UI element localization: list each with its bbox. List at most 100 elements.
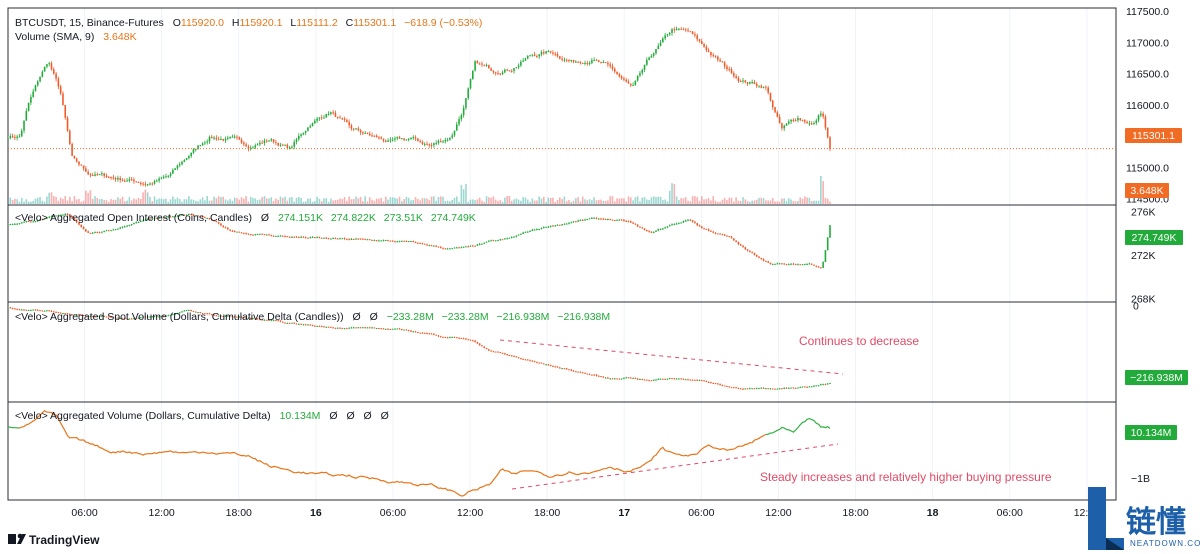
- price-candle: [14, 136, 16, 138]
- volume-bar: [728, 197, 731, 204]
- oi-candle: [668, 225, 671, 227]
- spot-candle: [778, 388, 781, 390]
- volume-bar: [710, 200, 712, 204]
- oi-candle: [607, 219, 609, 221]
- price-candle: [281, 144, 284, 146]
- spot-candle: [254, 318, 257, 320]
- spot-value-high: −233.28M: [442, 311, 489, 323]
- grid-lines: [84, 8, 1088, 500]
- volume-delta-axis[interactable]: −1B: [1131, 473, 1150, 485]
- volume-bar: [421, 198, 424, 204]
- price-candle: [107, 177, 110, 179]
- price-candle: [703, 43, 705, 47]
- price-candle: [490, 68, 492, 71]
- oi-candle: [625, 221, 628, 223]
- price-candle: [410, 137, 412, 140]
- spot-candle: [293, 322, 296, 324]
- price-candle: [16, 136, 18, 138]
- spot-candle: [648, 380, 650, 382]
- oi-candle: [737, 241, 740, 245]
- oi-candle: [787, 264, 790, 266]
- volume-bar: [87, 192, 89, 204]
- oi-candle: [62, 214, 64, 216]
- spot-candle: [691, 379, 694, 381]
- oi-candle: [490, 240, 492, 242]
- price-axis[interactable]: 117500.0117000.0116500.0116000.0115500.0…: [1126, 6, 1169, 206]
- volume-bar: [39, 196, 41, 204]
- volume-bar: [181, 201, 183, 204]
- volume-bar: [197, 201, 199, 204]
- oi-candle: [314, 237, 316, 239]
- oi-candle: [659, 229, 662, 231]
- spot-candle: [75, 314, 78, 316]
- oi-candle: [87, 231, 89, 233]
- oi-candle: [382, 240, 385, 242]
- spot-candle: [57, 312, 60, 314]
- oi-candle: [243, 233, 245, 235]
- spot-candle: [476, 342, 479, 344]
- last-price-badge: 115301.1: [1125, 128, 1182, 143]
- price-candle: [824, 116, 827, 128]
- volume-bar: [385, 196, 387, 204]
- spot-candle: [449, 337, 451, 339]
- spot-candle: [16, 309, 18, 311]
- volume-bar: [488, 197, 490, 204]
- spot-candle: [169, 314, 172, 316]
- price-candle: [220, 139, 222, 141]
- volume-bar: [618, 198, 621, 204]
- spot-candle: [627, 377, 630, 379]
- spot-candle: [458, 337, 460, 339]
- price-candle: [380, 137, 383, 139]
- oi-candle: [531, 229, 534, 231]
- spot-candle: [749, 388, 751, 390]
- spot-value-close: −216.938M: [557, 311, 610, 323]
- oi-candle: [46, 217, 48, 219]
- volume-bar: [156, 199, 158, 204]
- oi-candle: [753, 253, 756, 255]
- volume-bar: [717, 201, 719, 204]
- oi-candle: [513, 236, 515, 238]
- spot-candle: [668, 378, 671, 380]
- spot-delta-candles: [8, 306, 831, 390]
- tradingview-logo[interactable]: TradingView: [8, 533, 100, 547]
- spot-candle: [517, 357, 520, 359]
- volume-bar: [433, 196, 435, 204]
- volume-bar: [66, 200, 69, 204]
- spot-candle: [755, 388, 758, 390]
- date-tick-label: 17: [618, 507, 630, 519]
- volume-bar: [220, 197, 222, 204]
- price-candle: [398, 137, 401, 139]
- volume-bars: [8, 176, 831, 204]
- volume-bar: [634, 197, 637, 204]
- oi-candle: [359, 238, 362, 240]
- volume-bar: [128, 197, 131, 204]
- oi-candle: [591, 217, 593, 219]
- spot-candle: [462, 338, 465, 340]
- oi-candle: [792, 263, 795, 265]
- oi-candle: [140, 220, 142, 223]
- price-candle: [774, 107, 776, 113]
- oi-candle: [277, 235, 279, 237]
- spot-candle: [794, 387, 797, 389]
- volume-bar: [680, 198, 682, 204]
- oi-candle: [604, 218, 607, 220]
- volume-bar: [110, 199, 112, 204]
- spot-candle: [611, 378, 614, 380]
- price-candle: [687, 30, 689, 32]
- spot-candle: [829, 383, 831, 385]
- time-tick-label: 06:00: [997, 507, 1023, 519]
- volume-bar: [563, 196, 566, 204]
- price-candle: [478, 63, 481, 65]
- price-candle: [387, 140, 389, 142]
- oi-candle: [556, 224, 559, 226]
- time-axis[interactable]: 06:00 12:00 18:00 16 06:00 12:00 18:00 17 06:00 1…: [71, 507, 1100, 519]
- oi-candle: [371, 239, 373, 241]
- price-candle: [346, 120, 348, 123]
- volume-bar: [78, 199, 80, 204]
- volume-bar: [444, 200, 447, 204]
- volume-bar: [735, 197, 737, 204]
- spot-axis[interactable]: 0: [1133, 301, 1139, 313]
- spot-candle: [144, 316, 147, 318]
- volume-bar: [23, 201, 25, 204]
